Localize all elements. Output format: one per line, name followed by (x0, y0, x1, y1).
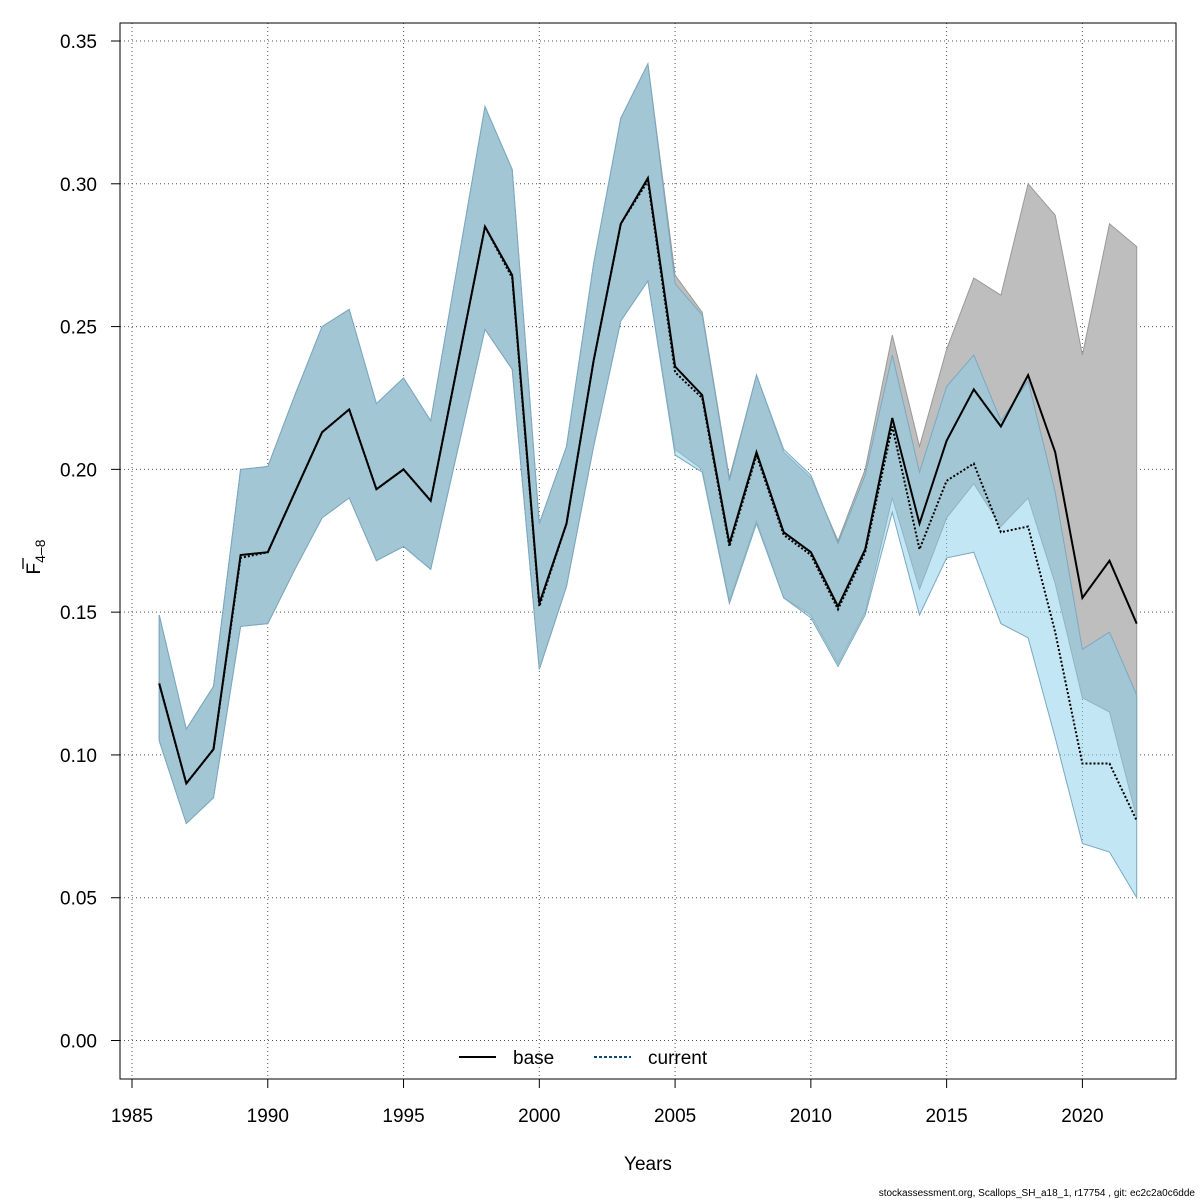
x-tick-label-2000: 2000 (518, 1106, 560, 1127)
series-line-current (158, 178, 1138, 822)
confidence-bands (158, 62, 1138, 900)
x-tick-label-2015: 2015 (925, 1106, 967, 1127)
y-axis-title-subscript: 4–8 (32, 539, 48, 563)
legend-label-current: current (648, 1048, 708, 1069)
y-axis: 0.00 0.05 0.10 0.15 0.20 0.25 0.30 0.35 (60, 32, 121, 1053)
x-tick-label-2010: 2010 (790, 1106, 832, 1127)
y-tick-label-5: 0.25 (60, 318, 97, 339)
y-tick-label-2: 0.10 (60, 746, 97, 767)
x-tick-label-1985: 1985 (111, 1106, 153, 1127)
footer-credit: stockassessment.org, Scallops_SH_a18_1, … (879, 1188, 1196, 1199)
legend-label-base: base (513, 1048, 554, 1069)
legend: base current (459, 1048, 708, 1069)
y-axis-title-main: F (24, 563, 45, 575)
x-tick-label-2020: 2020 (1061, 1106, 1103, 1127)
y-tick-label-1: 0.05 (60, 889, 97, 910)
y-tick-label-7: 0.35 (60, 32, 97, 53)
y-axis-title: F4–8 (22, 539, 48, 574)
svg-text:F4–8: F4–8 (24, 539, 48, 574)
confidence-band-current (158, 62, 1138, 900)
y-tick-label-6: 0.30 (60, 175, 97, 196)
series-lines (158, 175, 1138, 822)
x-axis-title: Years (624, 1154, 672, 1175)
y-tick-label-0: 0.00 (60, 1032, 97, 1053)
y-tick-label-3: 0.15 (60, 603, 97, 624)
x-tick-label-1990: 1990 (247, 1106, 289, 1127)
x-tick-label-1995: 1995 (382, 1106, 424, 1127)
x-axis: 1985 1990 1995 2000 2005 2010 2015 2020 (111, 1078, 1104, 1127)
x-tick-label-2005: 2005 (654, 1106, 696, 1127)
y-tick-label-4: 0.20 (60, 460, 97, 481)
